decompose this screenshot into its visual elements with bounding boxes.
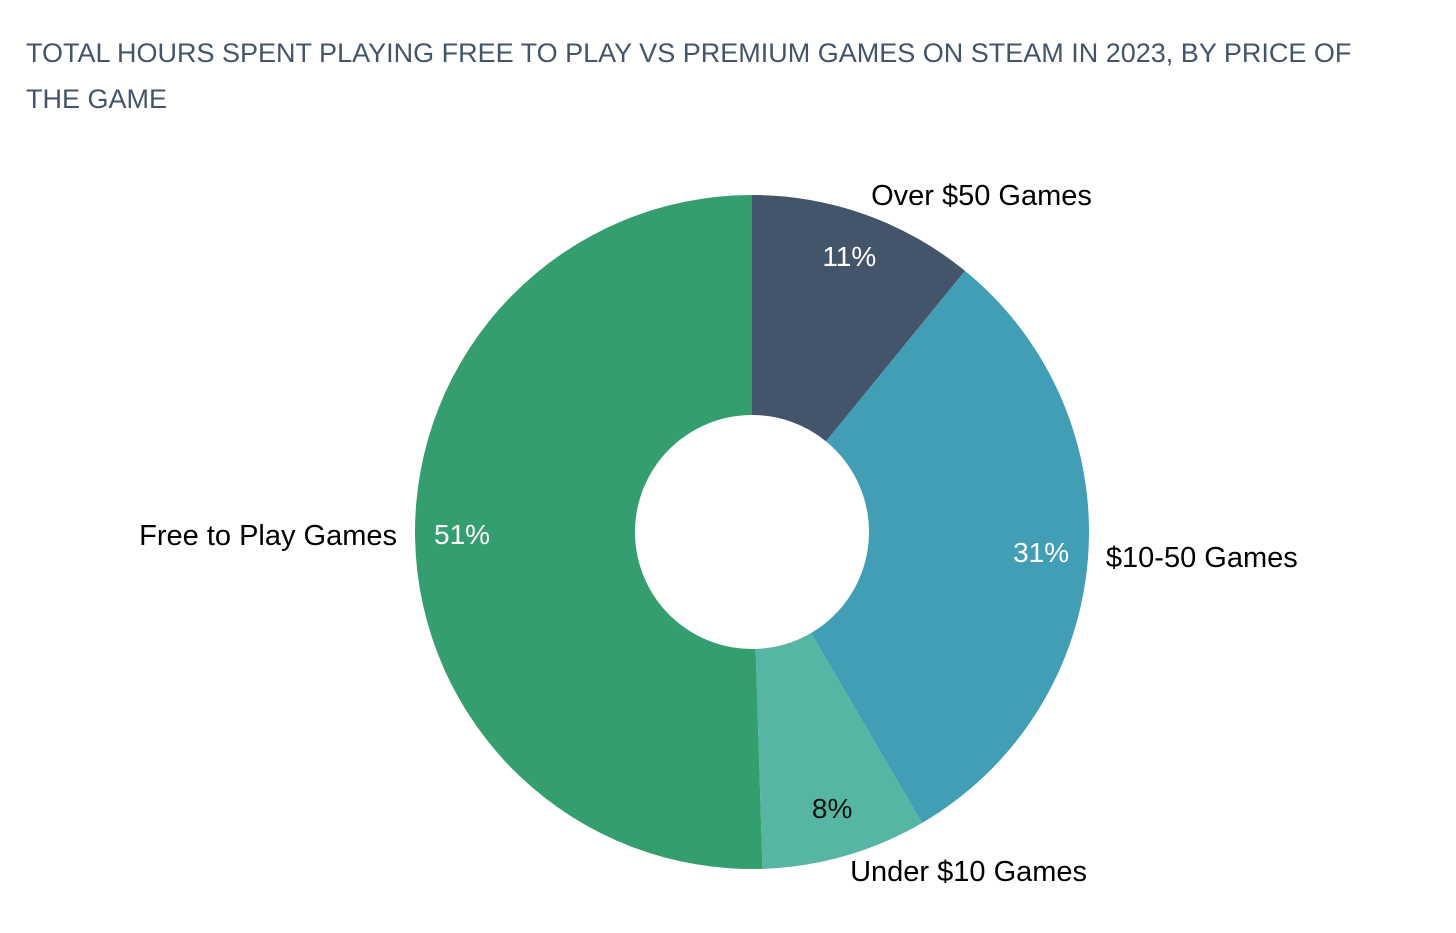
donut-slice: [755, 633, 923, 869]
donut-slice: [811, 270, 1089, 823]
value-label: 51%: [434, 519, 490, 550]
value-label: 11%: [822, 241, 876, 272]
donut-slice: [415, 195, 763, 869]
value-label: 31%: [1013, 537, 1069, 568]
chart-title: TOTAL HOURS SPENT PLAYING FREE TO PLAY V…: [26, 38, 1352, 114]
donut-slice: [752, 195, 966, 442]
value-label: 8%: [812, 793, 852, 824]
category-label: Over $50 Games: [871, 180, 1092, 212]
category-label: Under $10 Games: [850, 856, 1087, 888]
category-label: Free to Play Games: [139, 520, 397, 552]
category-label: $10-50 Games: [1106, 542, 1298, 574]
